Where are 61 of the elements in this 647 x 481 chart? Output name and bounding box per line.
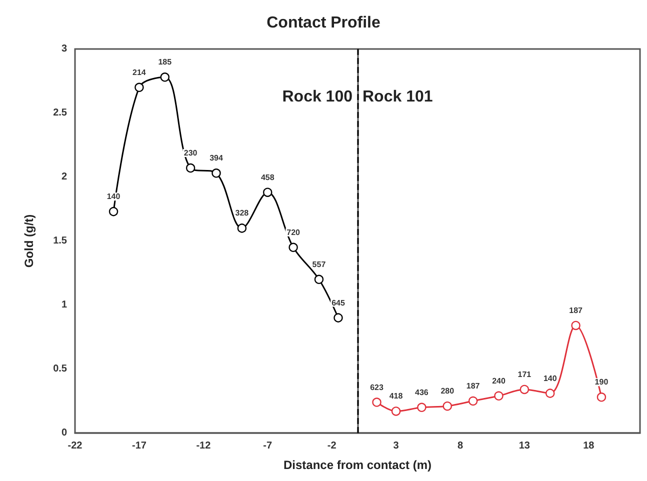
annotation: 240 bbox=[492, 376, 506, 386]
x-tick-label: 18 bbox=[583, 440, 595, 452]
chart-title: Contact Profile bbox=[266, 14, 380, 32]
annotation: 187 bbox=[569, 306, 584, 315]
annotation: 623 bbox=[370, 382, 384, 392]
point bbox=[442, 402, 452, 411]
point bbox=[494, 391, 504, 400]
annotation: 328 bbox=[235, 208, 250, 218]
point bbox=[186, 163, 196, 173]
annotation: Rock 100 bbox=[282, 88, 353, 106]
point bbox=[263, 188, 272, 197]
annotation: 436 bbox=[415, 388, 429, 397]
point bbox=[134, 82, 144, 92]
y-tick-label: 1.5 bbox=[53, 236, 68, 246]
point bbox=[520, 384, 530, 394]
annotation: 458 bbox=[260, 172, 275, 182]
point bbox=[391, 406, 401, 416]
point bbox=[334, 313, 343, 322]
annotation: 280 bbox=[440, 386, 455, 396]
point bbox=[212, 168, 221, 178]
annotation: 140 bbox=[106, 192, 121, 202]
x-tick-label: -2 bbox=[327, 440, 337, 452]
point bbox=[372, 398, 382, 407]
point bbox=[417, 402, 426, 412]
annotation: 214 bbox=[132, 68, 146, 77]
annotation: Rock 101 bbox=[362, 88, 433, 106]
x-tick-label: -12 bbox=[196, 440, 212, 452]
x-tick-label: -17 bbox=[132, 440, 147, 452]
x-tick-label: -22 bbox=[68, 440, 83, 452]
y-tick-label: 0 bbox=[61, 428, 68, 438]
x-tick-label: -7 bbox=[263, 440, 272, 452]
y-tick-label: 1 bbox=[61, 300, 68, 310]
annotation: 720 bbox=[286, 228, 301, 237]
x-tick-label: 13 bbox=[518, 440, 530, 452]
point bbox=[596, 392, 606, 402]
y-tick-label: 0.5 bbox=[53, 364, 68, 374]
point bbox=[571, 320, 580, 330]
point bbox=[160, 72, 170, 82]
point bbox=[314, 274, 324, 284]
annotation: 418 bbox=[389, 392, 404, 401]
point bbox=[468, 396, 478, 406]
point bbox=[108, 206, 118, 216]
annotation: 185 bbox=[158, 58, 172, 67]
x-tick-label: 3 bbox=[393, 440, 400, 452]
point bbox=[546, 388, 555, 398]
y-tick-label: 2 bbox=[61, 172, 68, 182]
annotation: 140 bbox=[543, 374, 558, 383]
annotation: 557 bbox=[312, 260, 326, 269]
annotation: 171 bbox=[518, 370, 532, 379]
y-axis-title: Gold (g/t) bbox=[22, 214, 36, 268]
annotation: 187 bbox=[466, 382, 480, 390]
x-axis-title: Distance from contact (m) bbox=[283, 458, 432, 472]
x-tick-label: 8 bbox=[457, 440, 464, 452]
y-tick-label: 2.5 bbox=[53, 108, 68, 118]
annotation: 394 bbox=[210, 154, 224, 163]
annotation: 645 bbox=[332, 298, 346, 308]
point bbox=[288, 242, 298, 252]
annotation: 230 bbox=[184, 148, 198, 158]
annotation: 190 bbox=[594, 378, 609, 387]
y-tick-label: 3 bbox=[61, 44, 68, 54]
point bbox=[237, 224, 247, 233]
